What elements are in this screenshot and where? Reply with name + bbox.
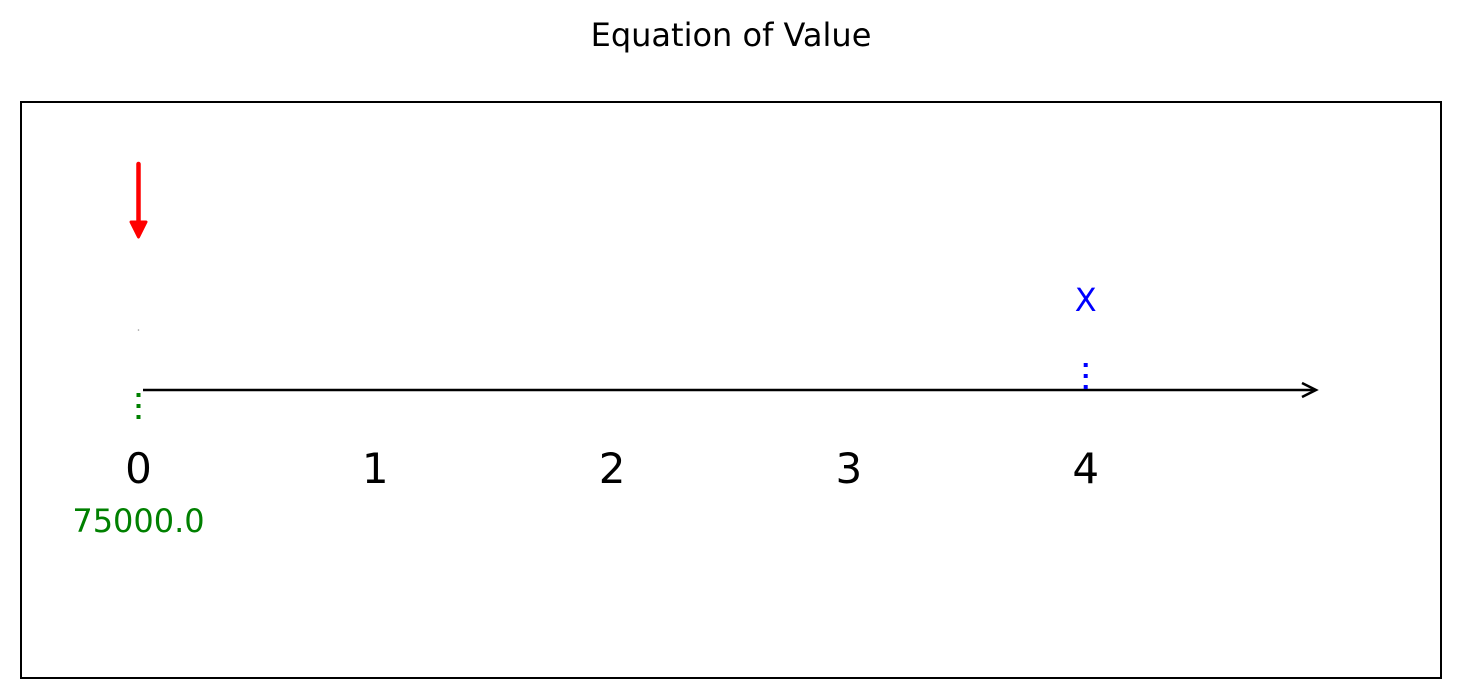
cashflow-label: 75000.0: [72, 502, 204, 540]
period-label: 4: [1072, 444, 1099, 493]
period-label: 3: [836, 444, 863, 493]
cashflow-label: X: [1075, 281, 1097, 319]
red-down-arrow: [129, 161, 148, 239]
period-label: 2: [599, 444, 626, 493]
period-label: 0: [125, 444, 152, 493]
period-label: 1: [362, 444, 389, 493]
diagram-title: Equation of Value: [591, 16, 872, 54]
tiny-marker: [137, 329, 140, 331]
plot-frame: [20, 101, 1442, 679]
timeline-arrowhead: [1301, 381, 1319, 399]
